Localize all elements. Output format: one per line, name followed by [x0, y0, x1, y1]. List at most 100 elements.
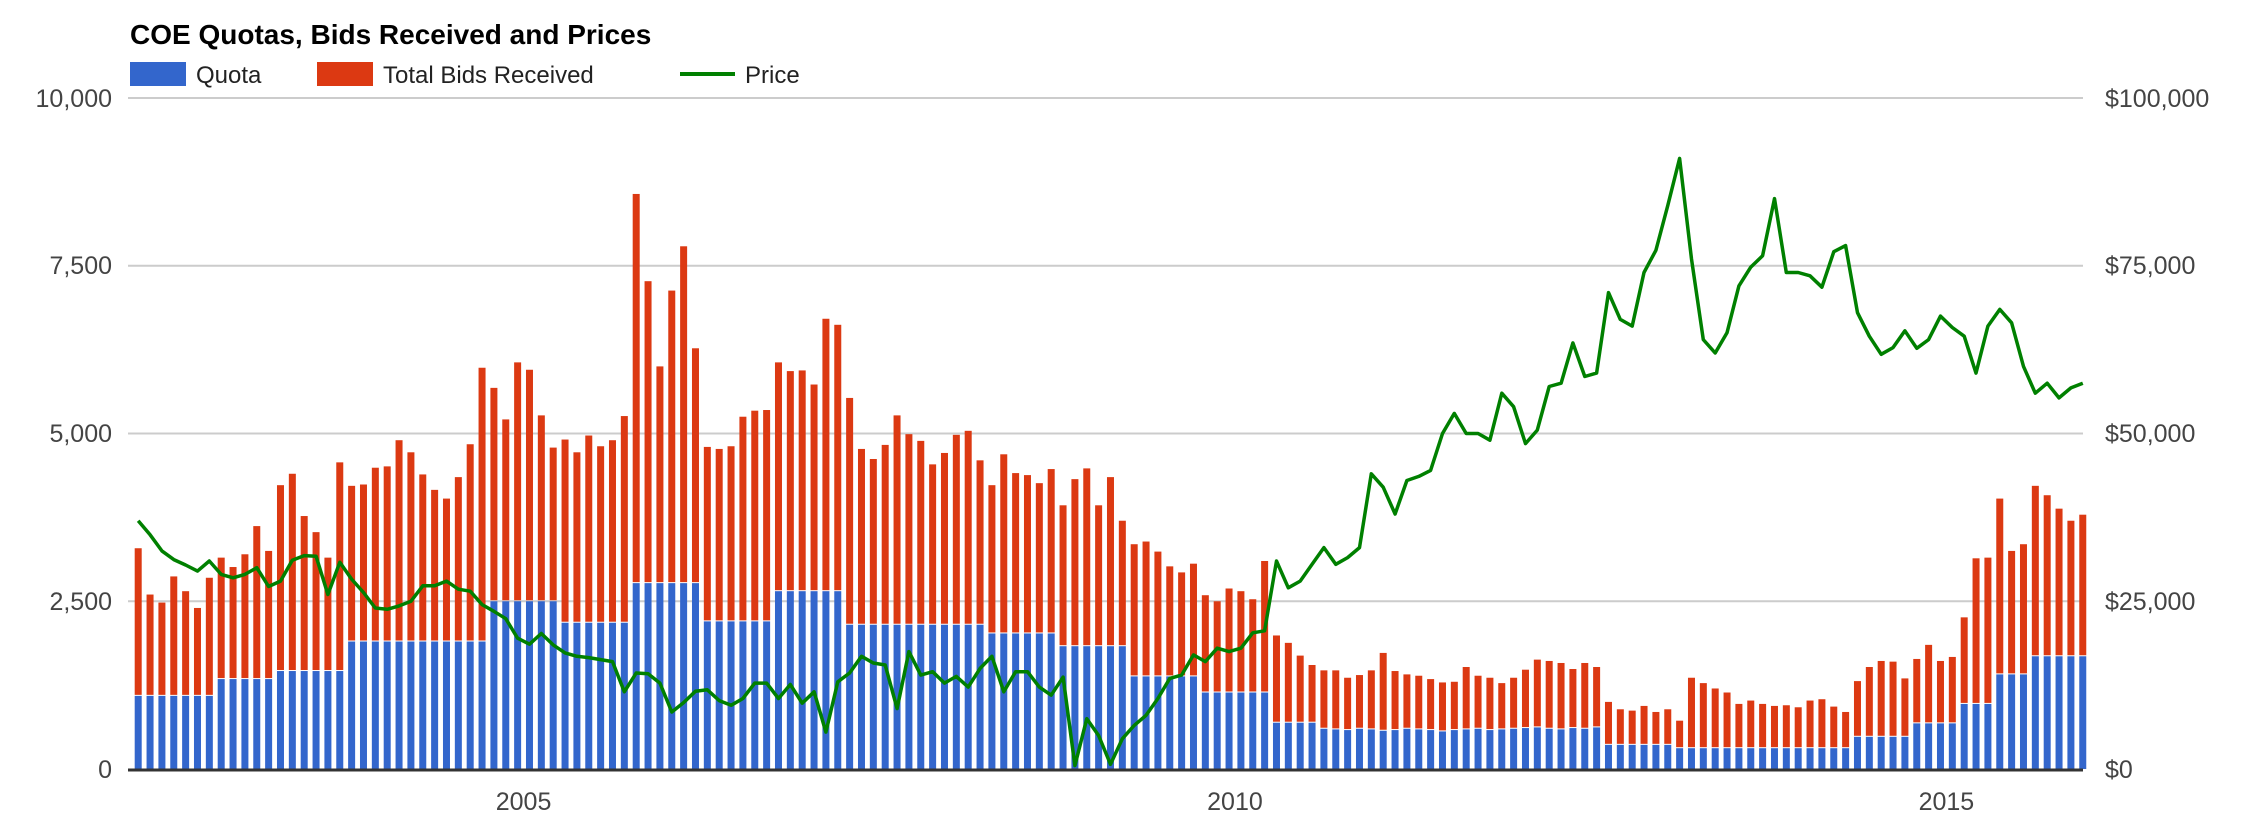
bids-bar [371, 467, 379, 641]
bids-bar [158, 602, 166, 695]
quota-bar [763, 621, 771, 769]
quota-bar [454, 641, 462, 769]
bids-bar [763, 410, 771, 621]
bids-bar [1687, 677, 1695, 748]
quota-bar [1012, 633, 1020, 769]
bids-bar [976, 460, 984, 624]
legend-swatch-bids [317, 62, 373, 86]
bids-bar [1047, 469, 1055, 633]
bids-bar [1640, 705, 1648, 744]
quota-bar [1059, 646, 1067, 769]
quota-bar [537, 601, 545, 769]
bids-bar [1154, 551, 1162, 676]
bids-bar [952, 434, 960, 624]
bids-bar [1759, 703, 1767, 748]
bids-bar [146, 594, 154, 695]
bids-bar [1996, 498, 2004, 674]
bids-bar [1545, 660, 1553, 728]
bids-bar [1189, 563, 1197, 676]
bids-bar [881, 444, 889, 624]
bids-bar [1438, 682, 1446, 731]
quota-bar [1604, 744, 1612, 769]
left-tick-label: 10,000 [36, 85, 112, 113]
quota-bar [1261, 692, 1269, 769]
quota-bar [1106, 646, 1114, 769]
quota-bar [1723, 748, 1731, 769]
quota-bar [1415, 729, 1423, 769]
bids-bar [1676, 720, 1684, 748]
bids-bar [1474, 675, 1482, 728]
bids-bar [1379, 652, 1387, 730]
bids-bar [300, 516, 308, 671]
bids-bar [1984, 557, 1992, 703]
bids-bar [1355, 675, 1363, 728]
quota-bar [1178, 676, 1186, 769]
bids-bar [1498, 683, 1506, 729]
bids-bar [1071, 479, 1079, 646]
quota-bar [1877, 736, 1885, 769]
right-tick-label: $100,000 [2105, 85, 2209, 113]
quota-bar [893, 624, 901, 769]
quota-bar [1035, 633, 1043, 769]
quota-bar [703, 621, 711, 769]
bids-bar [2055, 508, 2063, 656]
quota-bar [656, 583, 664, 769]
quota-bar [395, 641, 403, 769]
quota-bar [1344, 730, 1352, 769]
bids-bar [1901, 678, 1909, 736]
bids-bar [1403, 674, 1411, 728]
quota-bar [1379, 730, 1387, 769]
left-tick-label: 0 [98, 756, 112, 784]
quota-bar [881, 624, 889, 769]
quota-bar [1438, 731, 1446, 769]
quota-bar [1272, 722, 1280, 769]
quota-bar [158, 695, 166, 769]
quota-bar [1972, 703, 1980, 769]
legend-label-quota: Quota [196, 62, 262, 89]
bids-bar [253, 526, 261, 679]
quota-bar [1830, 748, 1838, 769]
quota-bar [442, 641, 450, 769]
quota-bar [407, 641, 415, 769]
quota-bar [300, 671, 308, 769]
quota-bar [205, 695, 213, 769]
quota-bar [585, 622, 593, 769]
bids-bar [514, 362, 522, 601]
bids-bar [478, 367, 486, 641]
quota-bar [561, 622, 569, 769]
bids-bar [1308, 664, 1316, 722]
quota-bar [1889, 736, 1897, 769]
quota-bar [502, 601, 510, 769]
quota-bar [1498, 729, 1506, 769]
right-tick-label: $25,000 [2105, 588, 2195, 616]
quota-bar [134, 695, 142, 769]
bids-bar [193, 607, 201, 695]
quota-bar [1296, 722, 1304, 769]
quota-bar [1521, 728, 1529, 769]
x-tick-label: 2005 [496, 788, 552, 816]
price-line-layer [136, 156, 2084, 768]
quota-bar [1367, 729, 1375, 769]
bids-bar [1106, 477, 1114, 646]
quota-bar [359, 641, 367, 769]
quota-bar [644, 583, 652, 769]
quota-bar [810, 591, 818, 769]
quota-bar [798, 591, 806, 769]
legend-swatch-quota [130, 62, 186, 86]
bids-bar [857, 448, 865, 624]
quota-bar [1320, 728, 1328, 769]
bids-bar [703, 446, 711, 621]
bids-bar [1059, 505, 1067, 646]
bids-bar [1178, 572, 1186, 676]
bids-bar [454, 477, 462, 641]
bids-bar [1391, 671, 1399, 730]
bids-bar [1925, 644, 1933, 723]
quota-bar [1747, 748, 1755, 769]
quota-bar [1545, 728, 1553, 769]
bids-bar [537, 415, 545, 601]
quota-bar [917, 624, 925, 769]
left-tick-label: 5,000 [49, 420, 112, 448]
quota-bar [976, 624, 984, 769]
quota-bar [2067, 656, 2075, 769]
bids-bar [905, 434, 913, 624]
